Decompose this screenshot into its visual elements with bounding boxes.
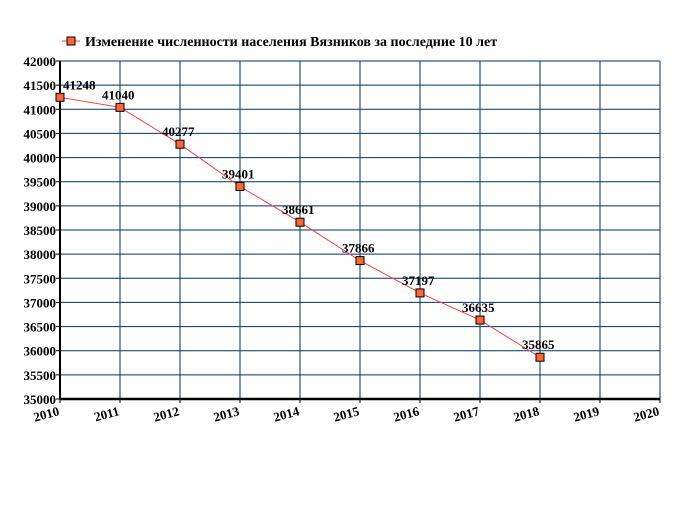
x-tick-label: 2012 [152,403,181,424]
data-label: 41248 [63,77,96,92]
data-label: 37866 [342,241,375,256]
x-tick-label: 2018 [512,403,541,424]
y-tick-label: 41500 [24,78,57,93]
x-tick-label: 2016 [392,403,421,424]
x-tick-label: 2019 [572,403,601,424]
y-tick-label: 41000 [24,102,57,117]
y-tick-label: 40000 [24,151,57,166]
y-tick-label: 39000 [24,199,57,214]
legend-marker [66,36,76,46]
x-tick-label: 2015 [332,403,361,424]
x-tick-label: 2011 [92,403,120,424]
data-point [535,352,545,362]
data-point [475,315,485,325]
y-tick-label: 35000 [24,392,57,407]
data-point [295,217,305,227]
y-tick-label: 42000 [24,54,57,69]
data-point [235,181,245,191]
data-label: 36635 [462,300,495,315]
legend-label: Изменение численности населения Вязников… [85,35,497,50]
data-point [175,139,185,149]
data-label: 41040 [102,87,135,102]
y-tick-label: 38500 [24,223,57,238]
x-tick-label: 2017 [452,403,481,424]
data-point [415,288,425,298]
data-label: 40277 [162,124,195,139]
data-label: 35865 [522,337,555,352]
data-label: 39401 [222,166,255,181]
data-point [55,92,65,102]
data-point [115,102,125,112]
y-tick-label: 40500 [24,126,57,141]
y-tick-label: 39500 [24,175,57,190]
data-label: 37197 [402,273,435,288]
x-tick-label: 2013 [212,403,241,424]
x-tick-label: 2014 [272,403,301,424]
y-tick-label: 36500 [24,320,57,335]
data-point [355,256,365,266]
y-tick-label: 37500 [24,271,57,286]
y-tick-label: 36000 [24,344,57,359]
data-label: 38661 [282,202,315,217]
y-tick-label: 38000 [24,247,57,262]
x-tick-label: 2020 [632,403,661,424]
y-tick-label: 37000 [24,295,57,310]
y-tick-label: 35500 [24,368,57,383]
x-tick-label: 2010 [32,403,61,424]
